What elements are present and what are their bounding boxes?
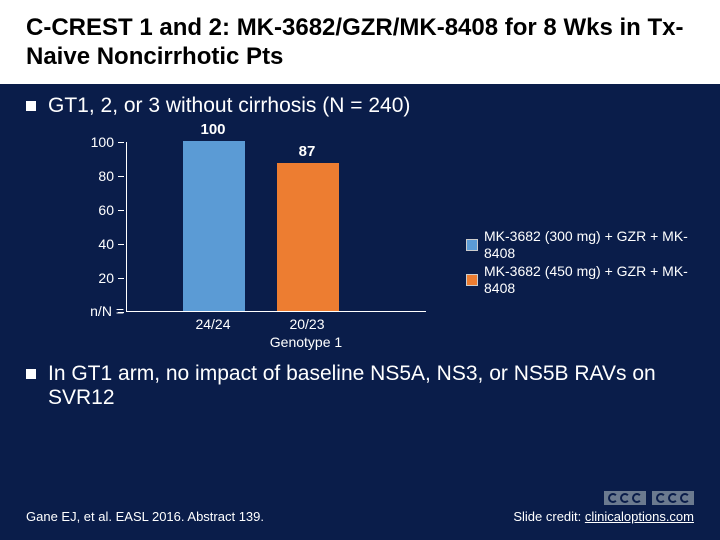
bullet-1-text: GT1, 2, or 3 without cirrhosis (N = 240) — [48, 94, 410, 118]
legend-item: MK-3682 (450 mg) + GZR + MK-8408 — [466, 263, 694, 298]
y-tick — [118, 244, 124, 245]
y-tick-label: 60 — [76, 202, 114, 218]
bar-nn-label: 20/23 — [276, 316, 338, 332]
bar — [277, 163, 339, 311]
y-tick — [118, 210, 124, 211]
plot-area — [126, 142, 426, 312]
legend-swatch-icon — [466, 239, 478, 251]
bullet-2: In GT1 arm, no impact of baseline NS5A, … — [26, 362, 694, 410]
footer: Gane EJ, et al. EASL 2016. Abstract 139.… — [26, 491, 694, 524]
y-tick-label: 40 — [76, 236, 114, 252]
credit-link[interactable]: clinicaloptions.com — [585, 509, 694, 524]
y-tick-label: 80 — [76, 168, 114, 184]
legend-swatch-icon — [466, 274, 478, 286]
bar-nn-label: 24/24 — [182, 316, 244, 332]
x-axis-label: Genotype 1 — [226, 334, 386, 350]
nn-equals-label: n/N = — [76, 304, 124, 319]
legend-label: MK-3682 (450 mg) + GZR + MK-8408 — [484, 263, 694, 298]
content-area: GT1, 2, or 3 without cirrhosis (N = 240)… — [0, 84, 720, 410]
y-tick-label: 100 — [76, 134, 114, 150]
bullet-2-text: In GT1 arm, no impact of baseline NS5A, … — [48, 362, 694, 410]
y-tick — [118, 278, 124, 279]
slide-credit: Slide credit: clinicaloptions.com — [513, 509, 694, 524]
reference-text: Gane EJ, et al. EASL 2016. Abstract 139. — [26, 509, 264, 524]
cco-logo-icon — [652, 491, 694, 505]
bullet-square-icon — [26, 101, 36, 111]
y-tick — [118, 142, 124, 143]
y-tick — [118, 176, 124, 177]
bar-value-label: 87 — [276, 143, 338, 160]
bar-value-label: 100 — [182, 121, 244, 138]
logo-row — [513, 491, 694, 505]
title-box: C-CREST 1 and 2: MK-3682/GZR/MK-8408 for… — [0, 0, 720, 84]
bullet-1: GT1, 2, or 3 without cirrhosis (N = 240) — [26, 94, 694, 118]
credit-prefix: Slide credit: — [513, 509, 585, 524]
slide-title: C-CREST 1 and 2: MK-3682/GZR/MK-8408 for… — [26, 14, 694, 72]
y-tick-label: 20 — [76, 270, 114, 286]
bullet-square-icon — [26, 369, 36, 379]
bar — [183, 141, 245, 311]
cco-logo-icon — [604, 491, 646, 505]
legend-label: MK-3682 (300 mg) + GZR + MK-8408 — [484, 228, 694, 263]
bar-chart: 20406080100 n/N = 10024/248720/23 Genoty… — [76, 128, 694, 358]
legend-item: MK-3682 (300 mg) + GZR + MK-8408 — [466, 228, 694, 263]
legend: MK-3682 (300 mg) + GZR + MK-8408MK-3682 … — [466, 228, 694, 298]
